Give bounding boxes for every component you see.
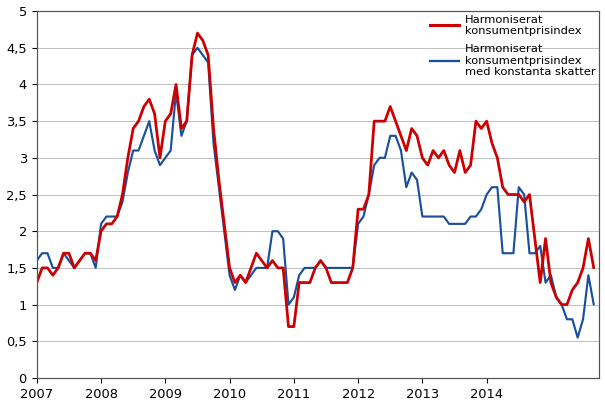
Legend: Harmoniserat
konsumentprisindex, Harmoniserat
konsumentprisindex
med konstanta s: Harmoniserat konsumentprisindex, Harmoni… bbox=[428, 12, 598, 80]
